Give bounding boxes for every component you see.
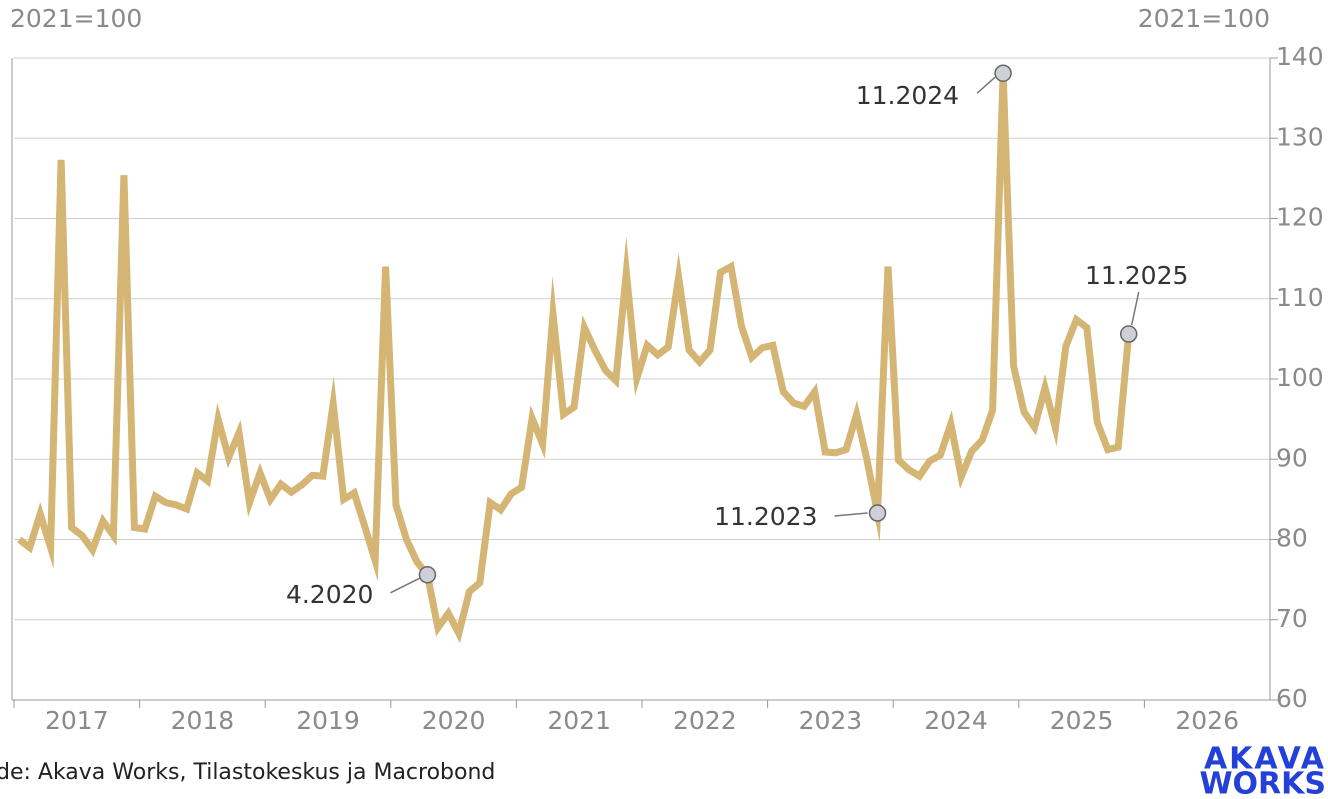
annotation-label: 11.2024 <box>856 81 959 110</box>
y-tick-label: 60 <box>1276 684 1308 713</box>
annotation-label: 11.2023 <box>714 502 817 531</box>
x-tick-label: 2026 <box>1175 706 1239 735</box>
x-tick-label: 2020 <box>422 706 486 735</box>
annotation-label: 4.2020 <box>286 580 373 609</box>
x-tick-label: 2022 <box>673 706 737 735</box>
y-tick-label: 100 <box>1276 363 1324 392</box>
y-axis-label-right: 2021=100 <box>1138 4 1270 33</box>
annotation-label: 11.2025 <box>1085 261 1188 290</box>
annotation-point <box>1119 325 1138 343</box>
y-tick-label: 110 <box>1276 283 1324 312</box>
x-tick-label: 2025 <box>1050 706 1114 735</box>
x-tick-label: 2019 <box>296 706 360 735</box>
annotation-point <box>994 64 1012 82</box>
y-tick-label: 120 <box>1276 203 1324 232</box>
x-tick-label: 2017 <box>45 706 109 735</box>
logo: AKAVA <box>1204 742 1326 777</box>
y-tick-label: 130 <box>1276 122 1324 151</box>
annotation-leader <box>390 577 421 594</box>
y-tick-label: 90 <box>1276 443 1308 472</box>
annotation-point <box>868 504 887 522</box>
annotation-leader <box>976 76 996 94</box>
x-tick-label: 2023 <box>799 706 863 735</box>
annotation-point <box>418 566 437 584</box>
y-tick-label: 70 <box>1276 604 1308 633</box>
x-tick-label: 2018 <box>171 706 235 735</box>
annotation-leader <box>834 512 868 517</box>
x-tick-label: 2021 <box>547 706 611 735</box>
data-line <box>17 73 1133 644</box>
y-tick-label: 80 <box>1276 524 1308 553</box>
source: de: Akava Works, Tilastokeskus ja Macrob… <box>0 760 495 785</box>
y-axis-label-left: 2021=100 <box>10 4 142 33</box>
y-tick-label: 140 <box>1276 42 1324 71</box>
annotation-leader <box>1130 291 1140 326</box>
x-tick-label: 2024 <box>924 706 988 735</box>
logo: WORKS <box>1199 767 1326 799</box>
